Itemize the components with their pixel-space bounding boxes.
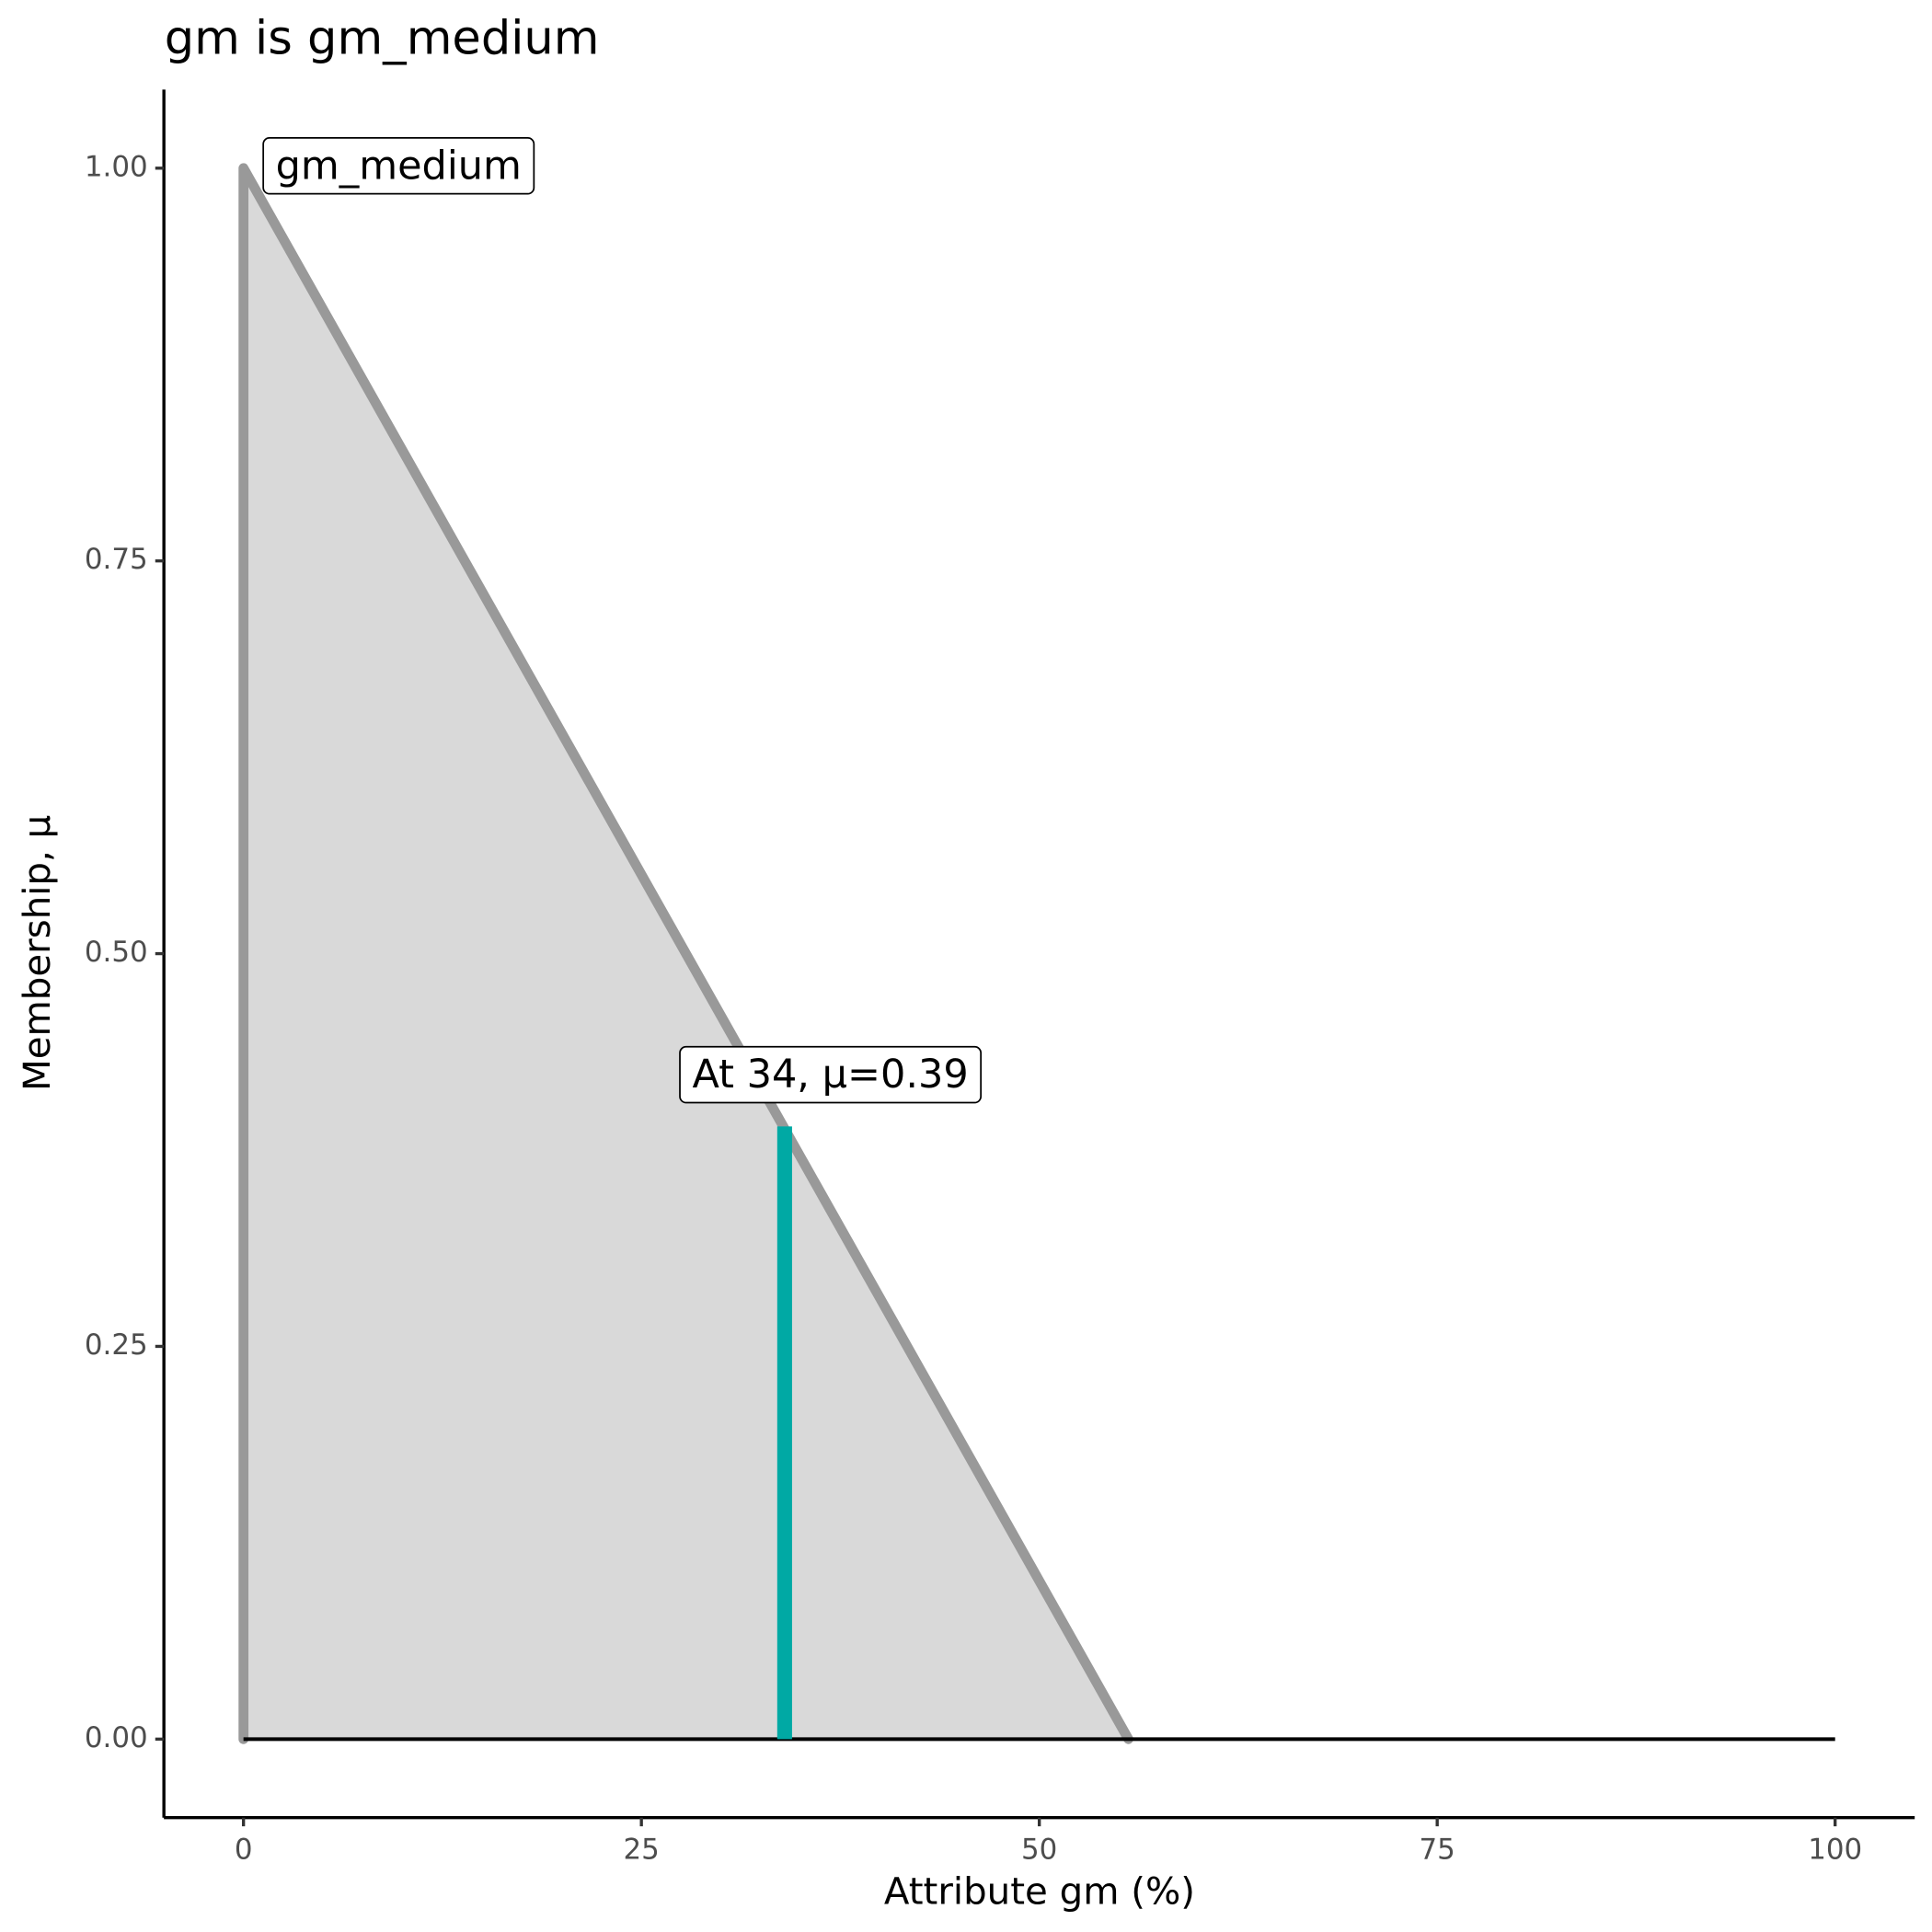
annotation-box bbox=[679, 1045, 983, 1104]
x-tick-label: 25 bbox=[624, 1833, 660, 1866]
chart-title: gm is gm_medium bbox=[165, 11, 600, 65]
annotation: At 34, μ=0.39 bbox=[692, 1052, 968, 1098]
y-tick-label: 0.25 bbox=[85, 1328, 148, 1362]
x-tick-label: 0 bbox=[235, 1833, 253, 1866]
membership-area bbox=[243, 167, 1129, 1740]
x-tick-label: 75 bbox=[1420, 1833, 1455, 1866]
annotation-box bbox=[262, 137, 535, 195]
y-tick-label: 1.00 bbox=[85, 150, 148, 183]
y-tick-label: 0.00 bbox=[85, 1721, 148, 1754]
membership-line bbox=[238, 163, 1133, 1744]
y-tick-label: 0.50 bbox=[85, 936, 148, 969]
x-axis-label: Attribute gm (%) bbox=[884, 1869, 1195, 1913]
annotation: gm_medium bbox=[276, 143, 522, 189]
x-tick-label: 50 bbox=[1021, 1833, 1057, 1866]
x-tick-label: 100 bbox=[1808, 1833, 1862, 1866]
y-axis-label: Membership, μ bbox=[16, 815, 59, 1091]
y-tick-label: 0.75 bbox=[85, 543, 148, 576]
